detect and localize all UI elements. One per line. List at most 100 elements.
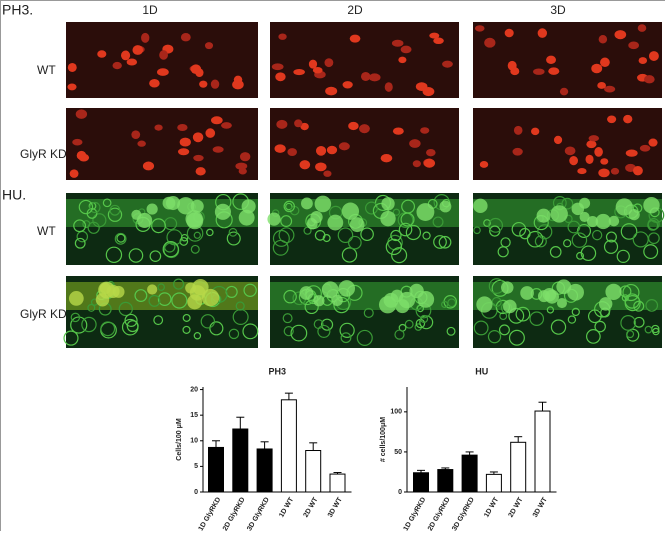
cell [534, 235, 547, 248]
nucleus [484, 37, 496, 48]
cell [508, 329, 525, 346]
cell [341, 247, 358, 263]
cell [591, 229, 603, 241]
nucleus [644, 75, 655, 84]
nucleus [409, 139, 421, 148]
cell [515, 306, 531, 322]
cell [301, 197, 313, 210]
cell [473, 226, 481, 235]
y-tick-label: 50 [394, 449, 402, 456]
cell [109, 204, 121, 216]
micrograph [473, 22, 662, 98]
cell [446, 326, 456, 336]
cell [228, 227, 238, 237]
cell [87, 221, 100, 234]
nucleus [211, 116, 223, 125]
x-tick-label: 2D WT [303, 496, 320, 519]
nucleus [553, 135, 563, 145]
nucleus [400, 45, 412, 54]
cell [310, 211, 323, 224]
cell [331, 294, 343, 307]
nucleus [137, 140, 146, 147]
cell [180, 233, 189, 242]
nucleus [610, 167, 620, 175]
row-label: WT [37, 224, 56, 238]
nucleus [232, 79, 244, 90]
nucleus [474, 25, 485, 32]
nucleus [585, 154, 594, 164]
cell [128, 248, 144, 263]
column-label: 3D [550, 3, 566, 17]
cell [620, 223, 638, 240]
cell [594, 320, 606, 333]
nucleus [548, 67, 560, 75]
cell [283, 200, 295, 213]
nucleus [420, 127, 430, 134]
nucleus [342, 81, 353, 89]
nucleus [275, 72, 286, 82]
nucleus [512, 147, 523, 156]
cell [280, 215, 293, 228]
cell [487, 330, 502, 344]
nucleus [600, 57, 610, 68]
nucleus [429, 32, 440, 39]
cell [616, 249, 630, 263]
cell [491, 296, 502, 307]
nucleus [604, 85, 616, 93]
nucleus [221, 122, 232, 129]
cell [177, 197, 195, 215]
nucleus [299, 160, 311, 170]
nucleus [142, 161, 155, 171]
nucleus [504, 28, 514, 38]
cell [526, 230, 544, 248]
nucleus [75, 109, 88, 119]
nucleus [600, 158, 609, 165]
cell [608, 215, 620, 227]
bar [534, 410, 551, 493]
nucleus [507, 60, 517, 71]
cell [546, 306, 555, 314]
cell [643, 244, 659, 260]
cell [162, 241, 179, 258]
nucleus [271, 63, 284, 71]
cell [647, 219, 659, 231]
nucleus [287, 148, 297, 156]
nucleus [577, 168, 587, 175]
nucleus [564, 146, 576, 156]
nucleus [276, 119, 288, 129]
nucleus [392, 127, 404, 135]
row-label: WT [37, 63, 56, 77]
cell [576, 251, 584, 260]
bar [208, 446, 224, 493]
cell [232, 308, 249, 326]
x-tick-label: 2D WT [508, 496, 525, 519]
micrograph [270, 108, 459, 180]
bar [413, 472, 429, 493]
cell [550, 205, 568, 223]
cell [238, 209, 255, 226]
cell [615, 198, 633, 216]
cell [422, 231, 431, 240]
nucleus [531, 127, 540, 136]
cell [520, 286, 534, 300]
cell [193, 332, 202, 340]
cell [571, 232, 588, 248]
cell [267, 212, 281, 226]
y-tick-label: 5 [194, 463, 198, 470]
cell [645, 299, 659, 312]
nucleus [69, 169, 79, 178]
nucleus [177, 148, 190, 156]
cell [105, 246, 123, 264]
cell [644, 325, 653, 334]
cell [439, 200, 452, 213]
nucleus [112, 61, 122, 70]
cell [542, 287, 557, 302]
nucleus [424, 158, 434, 167]
nucleus [120, 50, 131, 61]
cell [278, 227, 295, 244]
nucleus [360, 71, 371, 81]
cell [226, 231, 241, 246]
bar [280, 399, 297, 493]
cell [395, 299, 410, 314]
nucleus [513, 125, 523, 135]
